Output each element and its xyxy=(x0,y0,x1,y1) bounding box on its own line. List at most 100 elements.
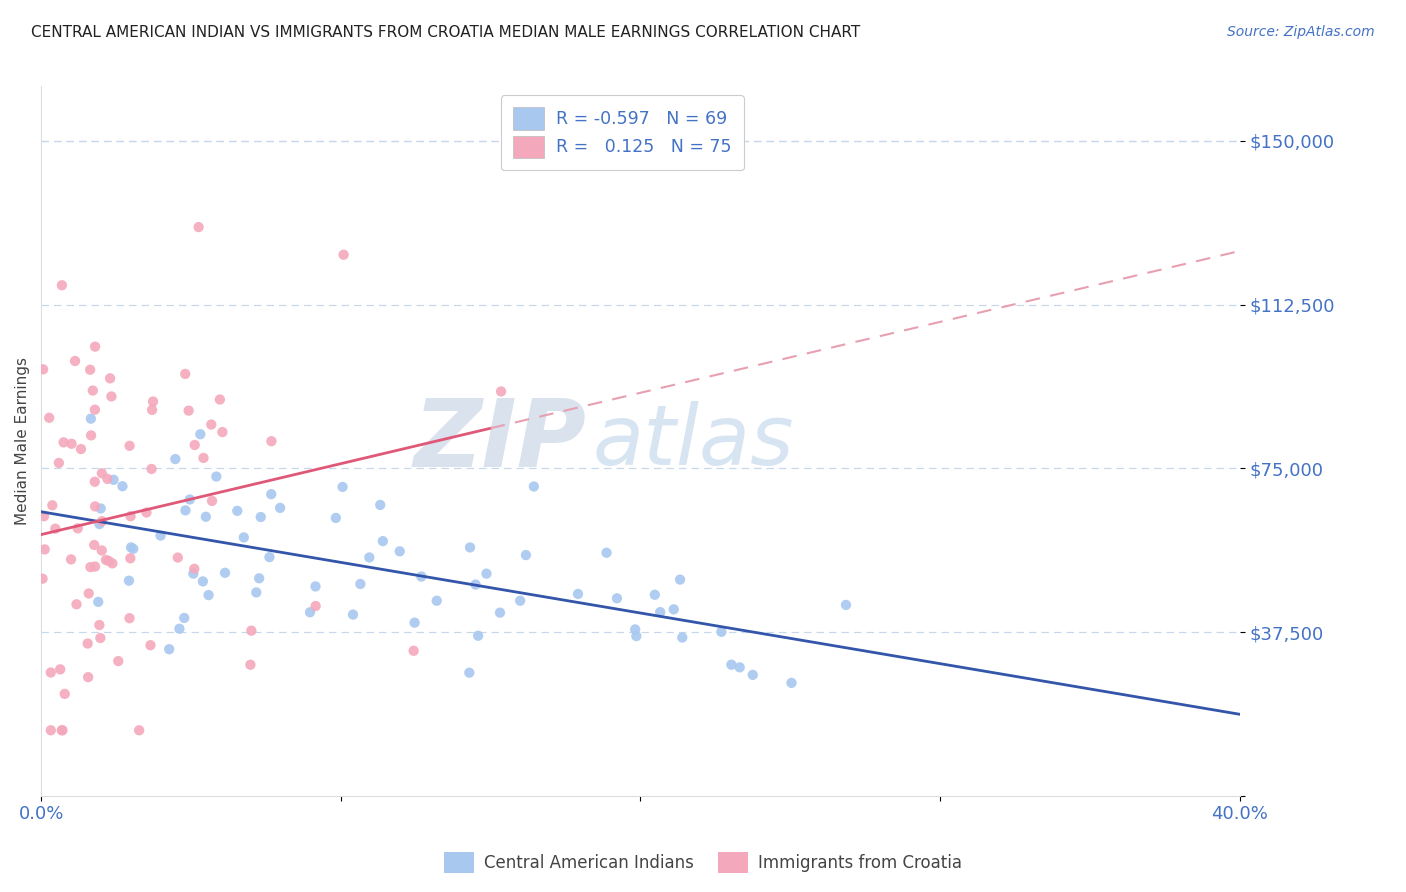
Point xyxy=(458,665,481,680)
Point xyxy=(84,559,107,574)
Point xyxy=(371,534,394,549)
Point xyxy=(304,579,326,593)
Point xyxy=(626,629,648,643)
Point xyxy=(349,577,371,591)
Point xyxy=(60,436,83,450)
Point xyxy=(247,571,270,585)
Point xyxy=(141,402,163,417)
Point xyxy=(183,562,205,576)
Point xyxy=(122,541,145,556)
Point xyxy=(183,566,205,581)
Point xyxy=(84,402,107,417)
Point xyxy=(402,644,425,658)
Point xyxy=(194,509,217,524)
Point xyxy=(39,723,62,738)
Point xyxy=(368,498,391,512)
Point xyxy=(139,638,162,652)
Point xyxy=(96,472,118,486)
Point xyxy=(644,588,666,602)
Point xyxy=(120,551,142,566)
Point xyxy=(411,569,433,583)
Point xyxy=(475,566,498,581)
Legend: Central American Indians, Immigrants from Croatia: Central American Indians, Immigrants fro… xyxy=(437,846,969,880)
Point xyxy=(84,340,107,354)
Point xyxy=(49,662,72,676)
Point xyxy=(710,624,733,639)
Text: ZIP: ZIP xyxy=(413,395,586,487)
Text: atlas: atlas xyxy=(592,401,794,482)
Point xyxy=(177,403,200,417)
Point xyxy=(515,548,537,562)
Point xyxy=(188,427,211,442)
Y-axis label: Median Male Earnings: Median Male Earnings xyxy=(15,357,30,525)
Point xyxy=(489,606,512,620)
Point xyxy=(83,475,105,489)
Point xyxy=(89,631,111,645)
Point xyxy=(89,618,111,632)
Point xyxy=(149,528,172,542)
Point xyxy=(66,521,89,535)
Point xyxy=(53,687,76,701)
Point xyxy=(458,541,481,555)
Point xyxy=(97,554,120,568)
Point xyxy=(240,624,263,638)
Point xyxy=(260,487,283,501)
Point xyxy=(94,553,117,567)
Point xyxy=(90,467,112,481)
Point xyxy=(87,595,110,609)
Point xyxy=(305,599,328,613)
Point xyxy=(741,668,763,682)
Point xyxy=(208,392,231,407)
Point xyxy=(98,371,121,385)
Point xyxy=(624,623,647,637)
Point xyxy=(332,480,354,494)
Point xyxy=(404,615,426,630)
Point xyxy=(77,670,100,684)
Point xyxy=(32,509,55,524)
Point xyxy=(63,354,86,368)
Point xyxy=(77,586,100,600)
Point xyxy=(835,598,858,612)
Point xyxy=(728,660,751,674)
Point xyxy=(80,428,103,442)
Point xyxy=(135,506,157,520)
Point xyxy=(31,572,53,586)
Point xyxy=(141,462,163,476)
Legend: R = -0.597   N = 69, R =   0.125   N = 75: R = -0.597 N = 69, R = 0.125 N = 75 xyxy=(501,95,744,170)
Point xyxy=(70,442,93,456)
Point xyxy=(80,411,103,425)
Point xyxy=(342,607,364,622)
Point xyxy=(325,511,347,525)
Point xyxy=(169,622,191,636)
Point xyxy=(179,492,201,507)
Point xyxy=(669,573,692,587)
Point xyxy=(52,435,75,450)
Point xyxy=(90,501,112,516)
Point xyxy=(38,410,60,425)
Point xyxy=(173,611,195,625)
Point xyxy=(720,657,742,672)
Point xyxy=(166,550,188,565)
Point xyxy=(83,538,105,552)
Point xyxy=(671,631,693,645)
Point xyxy=(118,574,141,588)
Point xyxy=(249,510,271,524)
Point xyxy=(157,642,180,657)
Point xyxy=(201,494,224,508)
Point xyxy=(174,367,197,381)
Point xyxy=(142,394,165,409)
Point xyxy=(245,585,267,599)
Point xyxy=(205,469,228,483)
Point xyxy=(79,560,101,574)
Point xyxy=(259,550,281,565)
Point xyxy=(39,665,62,680)
Point xyxy=(84,500,107,514)
Point xyxy=(187,220,209,235)
Point xyxy=(464,577,486,591)
Point xyxy=(82,384,104,398)
Point xyxy=(32,362,55,376)
Point xyxy=(111,479,134,493)
Point xyxy=(467,629,489,643)
Point xyxy=(359,550,381,565)
Point xyxy=(239,657,262,672)
